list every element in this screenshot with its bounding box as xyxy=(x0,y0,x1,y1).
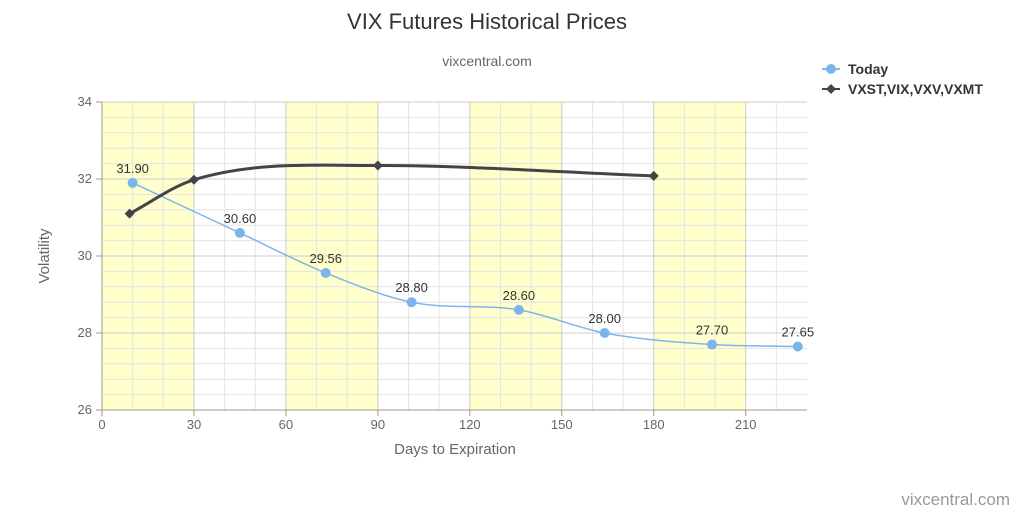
x-axis-title: Days to Expiration xyxy=(394,441,516,458)
data-label: 31.90 xyxy=(116,161,149,176)
series-line xyxy=(128,163,654,215)
data-point[interactable] xyxy=(648,170,659,181)
credit-text[interactable]: vixcentral.com xyxy=(901,490,1010,509)
legend[interactable]: Today VXST,VIX,VXV,VXMT xyxy=(822,61,983,97)
data-point[interactable] xyxy=(127,177,138,188)
data-point[interactable] xyxy=(706,339,717,350)
legend-label: VXST,VIX,VXV,VXMT xyxy=(848,81,983,97)
data-label: 28.80 xyxy=(395,280,428,295)
data-label: 27.70 xyxy=(696,323,729,338)
x-tick-label: 90 xyxy=(371,417,385,432)
legend-marker[interactable] xyxy=(826,64,836,74)
data-point[interactable] xyxy=(320,267,331,278)
legend-item[interactable]: VXST,VIX,VXV,VXMT xyxy=(822,81,983,97)
data-label: 29.56 xyxy=(309,251,342,266)
data-label: 30.60 xyxy=(224,211,257,226)
x-tick-label: 30 xyxy=(187,417,201,432)
x-tick-label: 150 xyxy=(551,417,573,432)
legend-item[interactable]: Today xyxy=(822,61,888,77)
data-point[interactable] xyxy=(599,328,610,338)
x-tick-label: 120 xyxy=(459,417,481,432)
chart-subtitle: vixcentral.com xyxy=(442,53,531,69)
legend-marker[interactable] xyxy=(826,84,836,94)
x-tick-label: 210 xyxy=(735,417,757,432)
data-point[interactable] xyxy=(513,304,524,315)
y-tick-label: 28 xyxy=(78,325,92,340)
data-point[interactable] xyxy=(372,160,383,171)
x-tick-label: 60 xyxy=(279,417,293,432)
data-point[interactable] xyxy=(792,341,803,352)
data-point[interactable] xyxy=(234,227,245,238)
data-point[interactable] xyxy=(406,297,417,308)
series-layer: 31.90 30.60 29.56 28.80 28.60 28.00 27.70 27.65 xyxy=(116,160,814,352)
y-tick-label: 30 xyxy=(78,248,92,263)
series-today: 31.90 30.60 29.56 28.80 28.60 28.00 27.70 27.65 xyxy=(116,161,814,352)
y-tick-label: 26 xyxy=(78,402,92,417)
data-point[interactable] xyxy=(188,174,199,185)
x-tick-label: 180 xyxy=(643,417,665,432)
data-point[interactable] xyxy=(124,208,135,219)
data-label: 28.60 xyxy=(503,288,536,303)
chart-title: VIX Futures Historical Prices xyxy=(347,9,627,34)
axes: 0 30 60 90 120 150 180 210 26 28 30 32 34 xyxy=(78,94,807,432)
y-tick-label: 34 xyxy=(78,94,92,109)
y-tick-label: 32 xyxy=(78,171,92,186)
data-label: 28.00 xyxy=(588,311,621,326)
data-label: 27.65 xyxy=(782,324,815,339)
gridlines xyxy=(101,101,807,411)
series-index-term xyxy=(124,160,659,219)
x-tick-label: 0 xyxy=(98,417,105,432)
y-axis-title: Volatility xyxy=(36,228,53,284)
legend-label: Today xyxy=(848,61,888,77)
